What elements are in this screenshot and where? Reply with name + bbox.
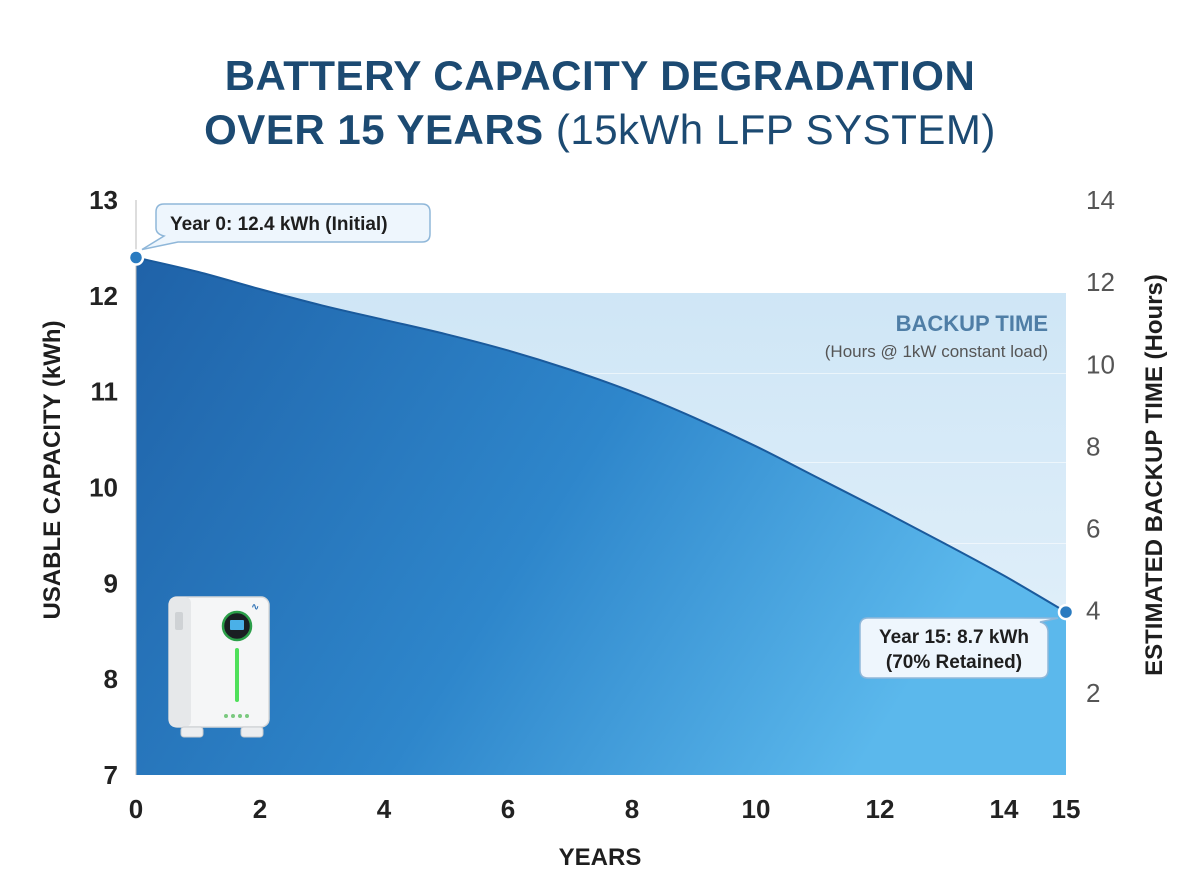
chart-title-bold: OVER 15 YEARS — [204, 106, 544, 153]
battery-screen — [230, 620, 244, 630]
x-tick-label: 4 — [377, 794, 392, 824]
y-left-tick-label: 8 — [104, 664, 118, 694]
y-right-tick-label: 14 — [1086, 185, 1115, 215]
capacity-area — [136, 257, 1066, 775]
backup-panel-subtitle: (Hours @ 1kW constant load) — [825, 342, 1048, 361]
annotation-end-subtext: (70% Retained) — [886, 652, 1022, 673]
battery-unit-illustration: ∿ — [168, 596, 270, 738]
battery-handle — [175, 612, 183, 630]
annotation-end-callout — [859, 617, 1059, 679]
capacity-line — [135, 256, 1067, 613]
x-tick-label: 10 — [742, 794, 771, 824]
backup-panel-title: BACKUP TIME — [896, 311, 1048, 336]
y-right-tick-label: 6 — [1086, 514, 1100, 544]
x-tick-label: 8 — [625, 794, 639, 824]
y-right-tick-label: 8 — [1086, 431, 1100, 461]
battery-indicator-icon — [224, 714, 228, 718]
x-axis: 0 2 4 6 8 10 12 14 15 — [129, 794, 1081, 824]
backup-band-divider — [136, 373, 1066, 374]
annotation-start-text: Year 0: 12.4 kWh (Initial) — [170, 214, 388, 235]
left-axis: 7 8 9 10 11 12 13 — [89, 185, 137, 790]
y-left-tick-label: 11 — [91, 377, 119, 407]
chart-title-line-1: BATTERY CAPACITY DEGRADATION — [224, 52, 976, 99]
y-axis-left-label: USABLE CAPACITY (kWh) — [39, 320, 66, 619]
chart-title-line-2: OVER 15 YEARS (15kWh LFP SYSTEM) — [0, 106, 1200, 154]
y-right-tick-label: 12 — [1086, 267, 1115, 297]
x-axis-label: YEARS — [559, 844, 642, 871]
x-tick-label: 0 — [129, 794, 143, 824]
end-point-marker — [1057, 603, 1075, 621]
y-left-tick-label: 10 — [89, 473, 118, 503]
x-tick-label: 12 — [866, 794, 895, 824]
y-left-tick-label: 13 — [89, 185, 118, 215]
battery-side-panel — [169, 597, 191, 727]
battery-indicator-icon — [231, 714, 235, 718]
x-tick-label: 15 — [1052, 794, 1081, 824]
y-axis-right-label: ESTIMATED BACKUP TIME (Hours) — [1141, 274, 1168, 676]
battery-foot — [180, 726, 204, 738]
y-left-tick-label: 12 — [89, 281, 118, 311]
x-tick-label: 2 — [253, 794, 267, 824]
y-left-tick-label: 7 — [104, 760, 118, 790]
right-axis: 2 4 6 8 10 12 14 — [1086, 185, 1115, 708]
y-right-tick-label: 4 — [1086, 596, 1100, 626]
battery-indicator-icon — [238, 714, 242, 718]
annotation-end-text: Year 15: 8.7 kWh — [879, 627, 1029, 648]
start-point-marker — [127, 249, 145, 266]
y-right-tick-label: 2 — [1086, 678, 1100, 708]
x-tick-label: 6 — [501, 794, 515, 824]
y-right-tick-label: 10 — [1086, 349, 1115, 379]
annotation-start-callout — [141, 203, 431, 251]
x-tick-label: 14 — [990, 794, 1019, 824]
chart-subtitle: (15kWh LFP SYSTEM) — [555, 106, 996, 153]
capacity-series — [135, 256, 1067, 775]
battery-led-strip — [235, 648, 239, 702]
annotations: Year 0: 12.4 kWh (Initial) Year 15: 8.7 k… — [127, 203, 1075, 679]
battery-indicator-icon — [245, 714, 249, 718]
battery-logo-icon: ∿ — [251, 602, 259, 613]
battery-foot — [240, 726, 264, 738]
y-left-tick-label: 9 — [104, 568, 118, 598]
